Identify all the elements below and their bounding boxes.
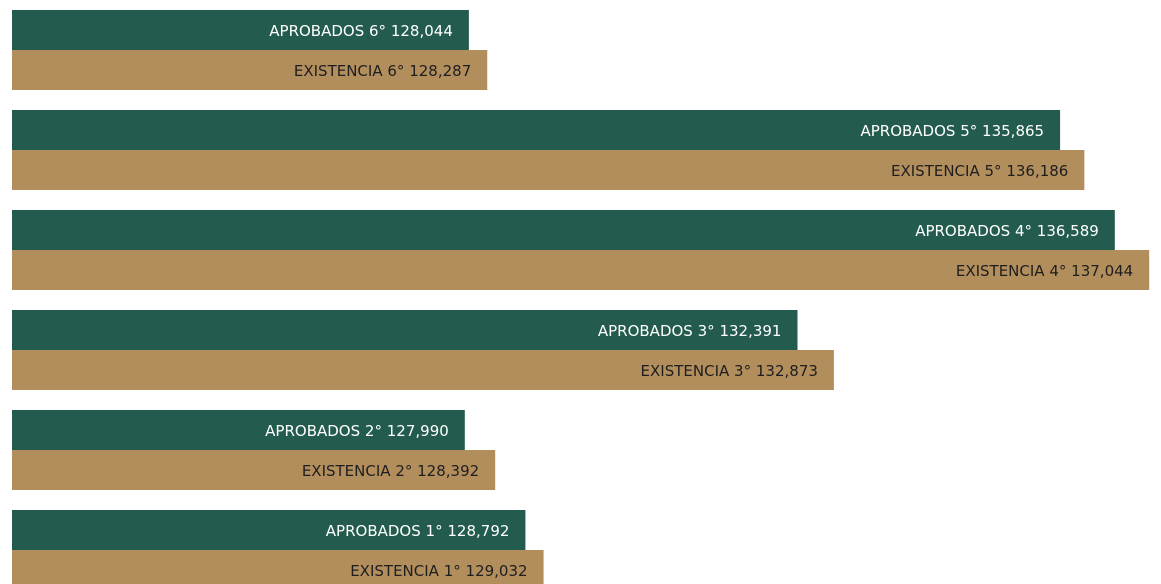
category-label: 2° <box>365 422 382 440</box>
value-label: 132,873 <box>756 362 818 380</box>
bar <box>12 250 1150 290</box>
series-name: APROBADOS <box>265 422 360 440</box>
series-name: EXISTENCIA <box>302 462 391 480</box>
category-label: 4° <box>1015 222 1032 240</box>
bar <box>12 350 834 390</box>
category-label: 5° <box>984 162 1001 180</box>
series-name: EXISTENCIA <box>956 262 1045 280</box>
series-name: EXISTENCIA <box>641 362 730 380</box>
category-label: 6° <box>387 62 404 80</box>
bar-label: EXISTENCIA 2° 128,392 <box>302 462 479 480</box>
value-label: 132,391 <box>719 322 781 340</box>
series-name: APROBADOS <box>326 522 421 540</box>
category-label: 5° <box>960 122 977 140</box>
category-label: 3° <box>698 322 715 340</box>
bar-label: APROBADOS 4° 136,589 <box>915 222 1099 240</box>
bar-label: APROBADOS 3° 132,391 <box>598 322 782 340</box>
category-label: 1° <box>426 522 443 540</box>
series-name: EXISTENCIA <box>294 62 383 80</box>
bar-label: APROBADOS 5° 135,865 <box>860 122 1044 140</box>
value-label: 128,392 <box>417 462 479 480</box>
bar-label: EXISTENCIA 1° 129,032 <box>350 562 527 580</box>
series-name: APROBADOS <box>860 122 955 140</box>
category-label: 6° <box>369 22 386 40</box>
bar-label: EXISTENCIA 4° 137,044 <box>956 262 1133 280</box>
bar-label: APROBADOS 2° 127,990 <box>265 422 449 440</box>
series-name: EXISTENCIA <box>891 162 980 180</box>
bar-label: APROBADOS 1° 128,792 <box>326 522 510 540</box>
category-label: 2° <box>395 462 412 480</box>
bar <box>12 150 1085 190</box>
category-label: 1° <box>444 562 461 580</box>
series-name: EXISTENCIA <box>350 562 439 580</box>
bar-label: EXISTENCIA 6° 128,287 <box>294 62 471 80</box>
value-label: 136,186 <box>1006 162 1068 180</box>
series-name: APROBADOS <box>598 322 693 340</box>
bar <box>12 10 469 50</box>
value-label: 135,865 <box>982 122 1044 140</box>
bar <box>12 410 465 450</box>
value-label: 137,044 <box>1071 262 1133 280</box>
bar-label: EXISTENCIA 5° 136,186 <box>891 162 1068 180</box>
category-label: 3° <box>734 362 751 380</box>
value-label: 127,990 <box>387 422 449 440</box>
value-label: 129,032 <box>466 562 528 580</box>
series-name: APROBADOS <box>269 22 364 40</box>
bar <box>12 450 496 490</box>
bar <box>12 210 1115 250</box>
bar <box>12 50 488 90</box>
value-label: 128,792 <box>447 522 509 540</box>
series-name: APROBADOS <box>915 222 1010 240</box>
value-label: 128,287 <box>409 62 471 80</box>
bar <box>12 110 1061 150</box>
value-label: 128,044 <box>391 22 453 40</box>
bar-label: APROBADOS 6° 128,044 <box>269 22 453 40</box>
bar <box>12 550 544 584</box>
bar-label: EXISTENCIA 3° 132,873 <box>641 362 818 380</box>
value-label: 136,589 <box>1037 222 1099 240</box>
category-label: 4° <box>1049 262 1066 280</box>
bar <box>12 310 798 350</box>
bar <box>12 510 526 550</box>
